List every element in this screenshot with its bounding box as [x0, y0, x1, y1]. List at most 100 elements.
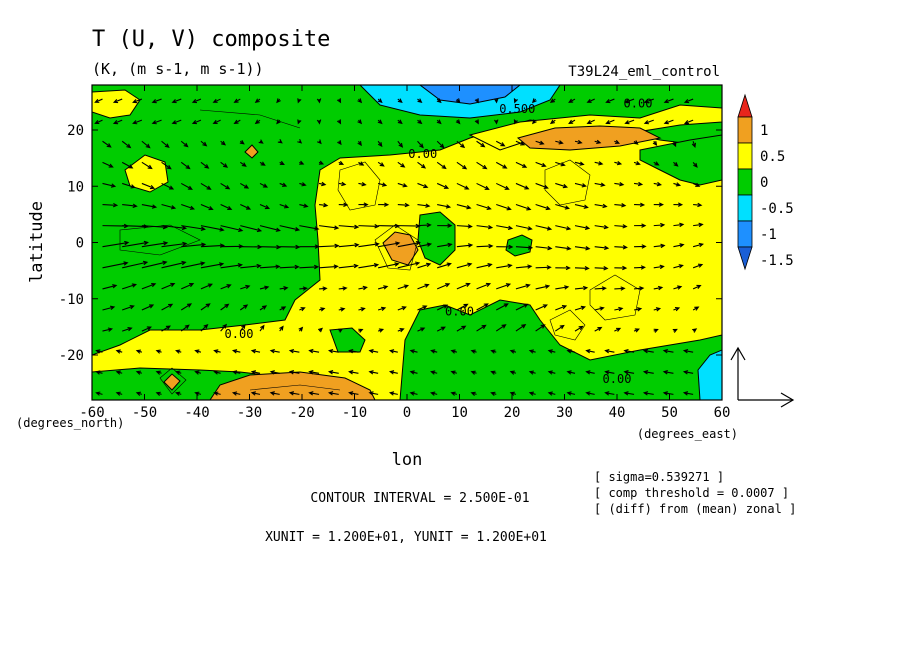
wind-vector [673, 161, 679, 167]
wind-vector [673, 182, 682, 187]
wind-vector [336, 119, 342, 125]
wind-vector [528, 370, 536, 375]
wind-vector [409, 391, 418, 396]
wind-vector [555, 324, 565, 332]
wind-vector [259, 264, 281, 269]
wind-vector [594, 326, 603, 332]
wind-vector [397, 240, 421, 248]
wind-vector [673, 202, 684, 207]
contour-line-4 [549, 309, 586, 341]
wind-vector [298, 326, 304, 332]
wind-vector [299, 160, 305, 165]
wind-vector [112, 119, 123, 125]
wind-vector [495, 303, 509, 311]
wind-vector [456, 161, 468, 170]
wind-vector [358, 328, 364, 333]
wind-vector [233, 119, 241, 124]
colorbar-segment [737, 142, 753, 170]
wind-vector [417, 283, 430, 290]
wind-vector [494, 98, 499, 104]
wind-vector [430, 370, 438, 375]
wind-vector [200, 140, 208, 147]
x-tick-label: -10 [342, 405, 367, 421]
wind-vector [259, 305, 268, 311]
colorbar-label: 1 [760, 123, 768, 139]
wind-vector [338, 307, 346, 312]
wind-vector [663, 98, 674, 104]
wind-vector [220, 225, 244, 233]
wind-vector [614, 139, 621, 144]
wind-vector [594, 182, 606, 187]
wind-vector [437, 223, 453, 228]
wind-vector [239, 304, 249, 311]
wind-vector [259, 285, 270, 290]
wind-vector [436, 119, 442, 125]
wind-vector [337, 140, 342, 146]
wind-vector [316, 98, 322, 104]
wind-vector [377, 328, 385, 333]
contour-label: 0.00 [624, 97, 653, 111]
wind-vector [417, 182, 429, 189]
wind-vector [585, 349, 595, 354]
wind-vector [555, 225, 572, 231]
wind-vector [378, 262, 400, 269]
wind-vector [515, 323, 527, 332]
wind-vector [430, 391, 438, 396]
colorbar-bottom-triangle [737, 246, 753, 271]
wind-vector [535, 304, 548, 311]
wind-vector [682, 391, 694, 396]
x-tick-label: 50 [661, 405, 678, 421]
wind-vector [614, 224, 628, 229]
wind-vector [181, 225, 206, 231]
wind-vector [288, 370, 300, 375]
wind-vector [299, 286, 308, 291]
wind-vector [455, 119, 461, 125]
wind-vector [95, 370, 103, 375]
wind-vector [180, 324, 190, 332]
wind-vector [476, 303, 489, 311]
wind-vector [623, 391, 635, 396]
wind-vector [141, 260, 168, 269]
wind-vector [115, 370, 123, 375]
wind-vector [594, 306, 605, 311]
wind-vector [181, 261, 206, 269]
x-tick-label: -20 [289, 405, 314, 421]
wind-vector [269, 391, 280, 396]
wind-vector [327, 370, 339, 375]
wind-vector [200, 262, 225, 269]
wind-vector [535, 225, 553, 231]
wind-vector [358, 307, 366, 312]
wind-vector [691, 141, 697, 149]
wind-vector [338, 263, 359, 269]
filled-region-negative-east [639, 134, 722, 186]
filled-region-positive-nw [92, 89, 141, 119]
filled-region-minus1-se [697, 349, 722, 400]
wind-vector [528, 349, 536, 354]
wind-vector [547, 391, 556, 396]
wind-vector [141, 203, 158, 209]
wind-vector [397, 328, 405, 333]
x-tick-label: 40 [609, 405, 626, 421]
filled-region-05-tiny [244, 144, 259, 159]
x-tick-label: -60 [79, 405, 104, 421]
wind-vector [653, 222, 666, 228]
wind-vector [450, 349, 458, 354]
wind-vector [161, 140, 170, 149]
wind-vector [316, 139, 322, 145]
wind-vector [122, 240, 149, 248]
wind-vector [624, 119, 635, 125]
wind-vector [566, 349, 576, 354]
wind-vector [555, 161, 566, 167]
wind-vector [161, 225, 188, 231]
wind-vector [213, 349, 221, 354]
wind-vector [673, 243, 685, 248]
x-tick-label: -40 [184, 405, 209, 421]
wind-vector [377, 98, 383, 104]
reference-vector [730, 346, 795, 408]
wind-vector [633, 181, 644, 187]
wind-vector [102, 284, 118, 290]
wind-vector [397, 284, 410, 290]
sigma-note: [ sigma=0.539271 ] [594, 470, 724, 484]
wind-vector [181, 283, 195, 290]
